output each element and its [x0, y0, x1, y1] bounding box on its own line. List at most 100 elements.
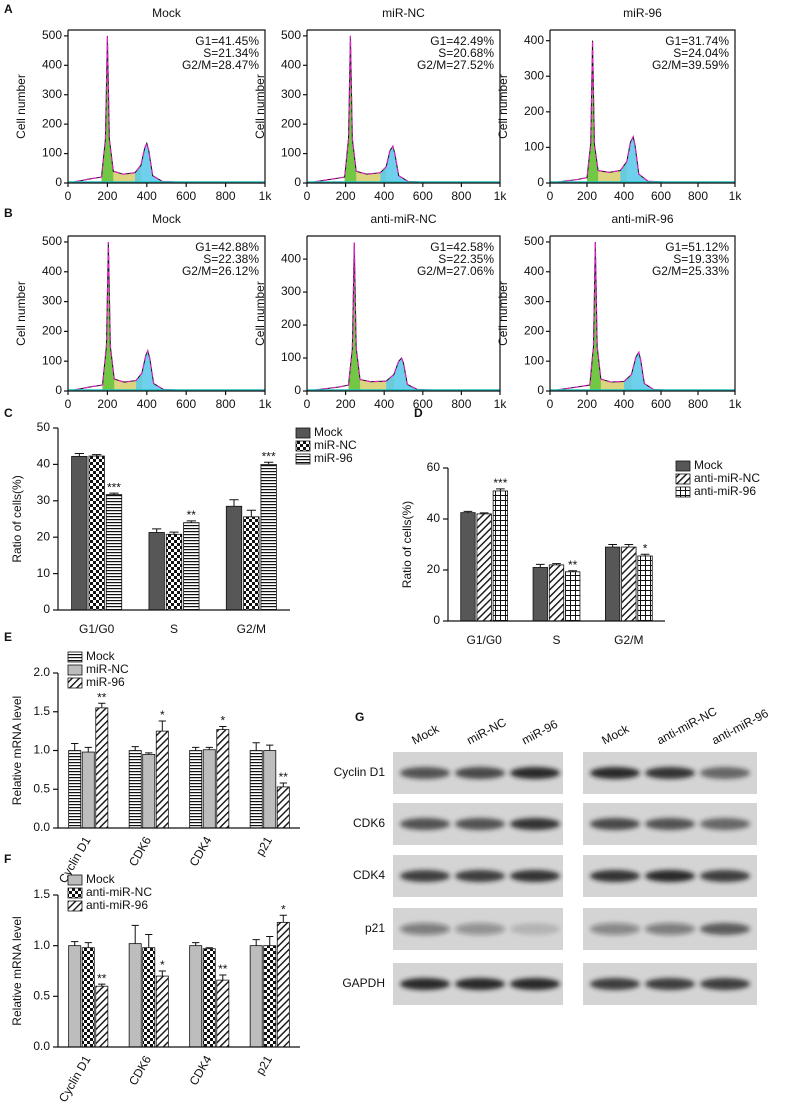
significance-label: ***: [107, 480, 121, 494]
g1-phase-fill: [589, 241, 601, 391]
legend-swatch: [67, 664, 83, 676]
blot-row-label: CDK4: [353, 868, 385, 882]
error-bar: [205, 947, 213, 949]
x-tick-label: 400: [374, 189, 394, 203]
y-tick-label: 500: [42, 234, 62, 248]
y-axis-label: Relative mRNA level: [10, 696, 24, 805]
y-tick-label: 500: [42, 28, 62, 42]
y-tick-label: 500: [281, 28, 301, 42]
x-tick-label: 600: [413, 397, 433, 411]
blot-band: [510, 923, 560, 935]
x-tick-label: 0: [65, 397, 72, 411]
blot-band: [590, 923, 640, 935]
legend-swatch: [675, 486, 691, 498]
error-bar: [158, 720, 166, 732]
bar: [128, 750, 142, 829]
error-bar: [264, 461, 274, 465]
error-bar: [640, 553, 650, 556]
bar: [604, 546, 621, 622]
bar: [276, 921, 290, 1048]
significance-label: *: [160, 708, 165, 722]
bar: [68, 750, 82, 829]
bar: [88, 455, 105, 611]
chart-title: miR-96: [623, 6, 662, 20]
x-tick-label: 200: [336, 189, 356, 203]
annotation: S=21.34%: [203, 46, 259, 60]
y-tick-label: 20: [427, 562, 441, 576]
chart-title: Mock: [152, 6, 182, 20]
x-tick-label: 400: [137, 397, 157, 411]
x-tick-label: 0: [547, 397, 554, 411]
error-bar: [186, 520, 196, 523]
significance-label: ***: [493, 476, 507, 490]
x-tick-label: 800: [451, 397, 471, 411]
annotation: G2/M=26.12%: [182, 264, 259, 278]
blot-row-label: p21: [365, 921, 385, 935]
axis-frame: [306, 235, 501, 392]
error-bar: [496, 488, 505, 491]
y-axis-label: Relative mRNA level: [10, 916, 24, 1025]
blot-lane-label: miR-NC: [464, 715, 509, 748]
y-axis-label: Cell number: [253, 74, 267, 139]
error-bar: [252, 939, 260, 946]
y-axis-label: Cell number: [253, 281, 267, 346]
error-bar: [624, 544, 634, 548]
annotation: G2/M=27.06%: [417, 264, 494, 278]
blot-lane-label: miR-96: [519, 717, 560, 748]
bar: [260, 463, 277, 611]
annotation: S=20.68%: [438, 46, 494, 60]
legend-label: miR-96: [314, 451, 353, 465]
legend-swatch: [67, 900, 83, 912]
chart-title: miR-NC: [382, 6, 425, 20]
y-tick-label: 0: [537, 175, 544, 189]
error-bar: [84, 942, 92, 948]
fit-curve: [549, 241, 736, 392]
blot-band: [590, 870, 640, 882]
g1-phase-fill: [348, 242, 361, 391]
bar: [142, 947, 156, 1048]
bar: [105, 494, 123, 611]
x-tick-label: 600: [651, 397, 671, 411]
bar: [189, 750, 203, 829]
y-tick-label: 400: [42, 57, 62, 71]
significance-label: ***: [262, 449, 276, 463]
legend-label: anti-miR-96: [86, 898, 148, 912]
y-axis-label: Cell number: [14, 281, 28, 346]
y-tick-label: 50: [37, 420, 51, 434]
significance-label: **: [279, 770, 289, 784]
blot-band: [510, 870, 560, 882]
legend-label: miR-NC: [314, 438, 357, 452]
g2-phase-fill: [134, 143, 163, 183]
y-tick-label: 1.5: [33, 704, 50, 718]
blot-band: [455, 978, 505, 990]
significance-label: **: [97, 690, 107, 704]
blot-band: [510, 978, 560, 990]
annotation: G1=41.45%: [195, 34, 259, 48]
x-tick-label: 200: [577, 397, 597, 411]
x-tick-label: 600: [176, 397, 196, 411]
y-tick-label: 20: [37, 529, 51, 543]
blot-band: [455, 818, 505, 830]
x-tick-label: 0: [304, 189, 311, 203]
blot-band: [400, 767, 450, 779]
blot-row-label: CDK6: [353, 816, 385, 830]
error-bar: [205, 746, 213, 750]
blot-row-label: Cyclin D1: [334, 765, 386, 779]
legend-swatch: [675, 473, 691, 485]
panel-label: D: [414, 406, 423, 420]
panel-label: C: [4, 406, 13, 420]
axes: [447, 468, 665, 622]
y-axis-label: Ratio of cells(%): [10, 475, 24, 562]
legend-swatch: [67, 874, 83, 886]
x-tick-label: p21: [253, 834, 275, 859]
y-tick-label: 100: [524, 353, 544, 367]
x-tick-label: CDK6: [126, 834, 154, 869]
x-tick-label: 200: [336, 397, 356, 411]
significance-label: **: [218, 962, 228, 976]
annotation: G1=51.12%: [665, 240, 729, 254]
bar: [148, 532, 165, 611]
blot-band: [590, 767, 640, 779]
g2-phase-fill: [386, 358, 418, 391]
y-tick-label: 40: [427, 511, 441, 525]
legend-label: miR-96: [86, 675, 125, 689]
